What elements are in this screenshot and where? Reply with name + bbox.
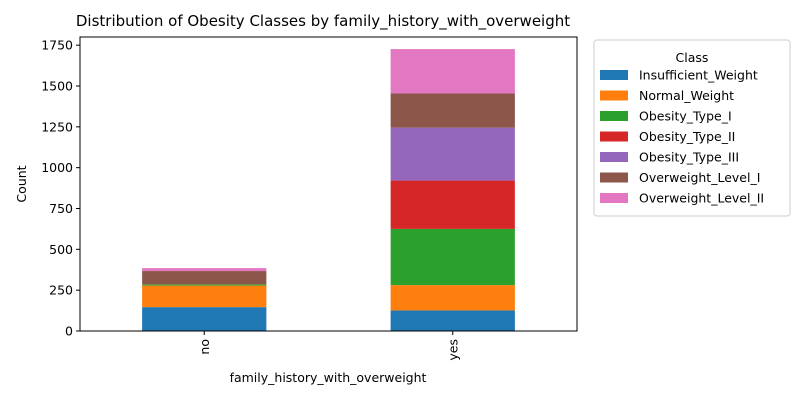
bar-segment-yes-overweight-level-i [390,93,515,128]
legend-entry: Overweight_Level_I [639,170,760,185]
bar-segment-yes-obesity-type-i [390,228,515,286]
legend-swatch [600,90,628,101]
legend-frame [593,39,791,217]
x-axis: no yes [197,331,460,361]
bar-segment-yes-obesity-type-iii [390,127,515,181]
y-axis-label: Count [14,165,29,202]
legend-entry: Obesity_Type_III [639,150,739,165]
legend: Class Insufficient_Weight Normal_Weight Ob… [593,39,791,217]
legend-entry: Obesity_Type_I [639,109,732,124]
y-tick-label: 500 [49,242,73,257]
bar-segment-no-insufficient-weight [142,307,267,331]
y-tick-label: 1250 [41,119,73,134]
x-tick-label: no [197,339,212,355]
bar-segment-yes-obesity-type-ii [390,180,515,229]
bar-segment-yes-normal-weight [390,285,515,311]
legend-entry: Overweight_Level_II [639,191,764,206]
y-tick-label: 1750 [41,38,73,53]
y-axis: 0 250 500 750 1000 1250 1500 1750 [41,38,80,339]
y-tick-label: 1000 [41,160,73,175]
legend-title: Class [676,50,709,65]
bar-segment-no-normal-weight [142,285,267,308]
legend-entry: Obesity_Type_II [639,129,735,144]
chart-title: Distribution of Obesity Classes by famil… [76,12,570,31]
y-tick-label: 0 [65,324,73,339]
legend-swatch [600,193,628,203]
y-tick-label: 1500 [41,79,73,94]
y-tick-label: 750 [49,201,73,216]
legend-swatch [600,131,628,142]
bars-layer [142,49,515,331]
bar-segment-no-overweight-level-ii [142,268,267,272]
legend-swatch [600,152,628,162]
y-tick-label: 250 [49,283,73,298]
legend-swatch [600,70,628,80]
legend-entry: Normal_Weight [639,88,734,103]
bar-segment-no-obesity-type-i [142,284,267,286]
plot-frame [79,36,578,332]
legend-items: Insufficient_Weight Normal_Weight Obesity_… [600,68,764,206]
bar-segment-yes-insufficient-weight [390,310,515,331]
legend-swatch [600,172,628,183]
bar-segment-no-overweight-level-i [142,271,267,285]
bar-segment-yes-overweight-level-ii [390,49,515,94]
x-axis-label: family_history_with_overweight [230,370,427,385]
x-tick-label: yes [445,339,460,361]
legend-swatch [600,111,628,121]
legend-entry: Insufficient_Weight [639,68,758,83]
